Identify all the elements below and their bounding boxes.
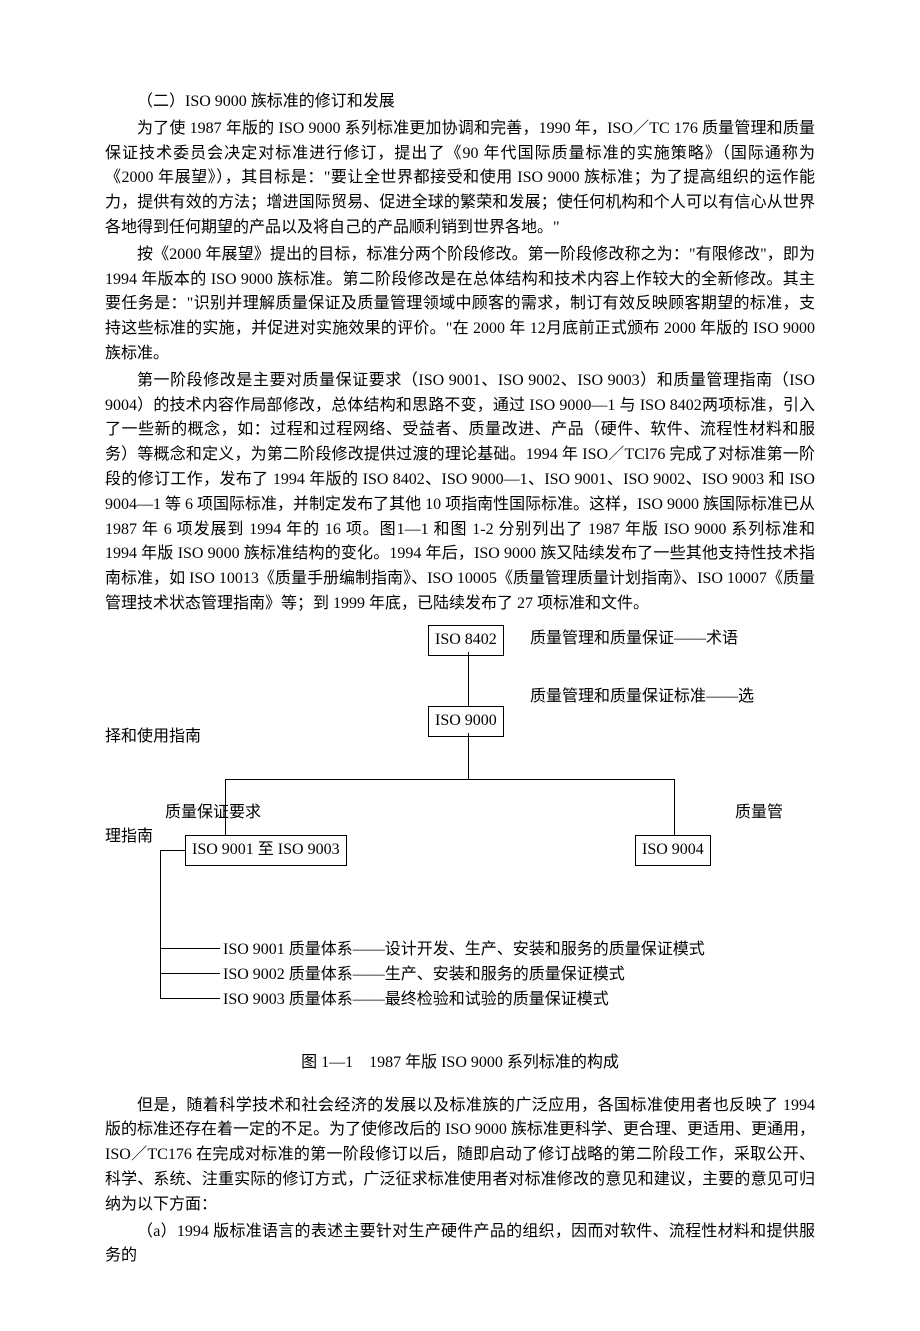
node-iso9000: ISO 9000 <box>428 706 504 737</box>
paragraph-4: 但是，随着科学技术和社会经济的发展以及标准族的广泛应用，各国标准使用者也反映了 … <box>105 1094 815 1218</box>
edge-bracket-3 <box>160 998 220 999</box>
edge-8402-9000 <box>468 652 469 706</box>
edge-bracket-v <box>160 850 161 998</box>
node-iso9004: ISO 9004 <box>635 835 711 866</box>
node-iso8402: ISO 8402 <box>428 625 504 656</box>
label-iso8402-desc: 质量管理和质量保证——术语 <box>530 627 738 652</box>
paragraph-3: 第一阶段修改是主要对质量保证要求（ISO 9001、ISO 9002、ISO 9… <box>105 369 815 617</box>
paragraph-5: （a）1994 版标准语言的表述主要针对生产硬件产品的组织，因而对软件、流程性材… <box>105 1220 815 1270</box>
paragraph-2: 按《2000 年展望》提出的目标，标准分两个阶段修改。第一阶段修改称之为："有限… <box>105 243 815 367</box>
label-qa-requirement: 质量保证要求 <box>165 801 261 826</box>
label-iso9000-desc2: 择和使用指南 <box>105 725 201 750</box>
label-iso9000-desc: 质量管理和质量保证标准——选 <box>530 685 754 710</box>
figure-caption: 图 1—1 1987 年版 ISO 9000 系列标准的构成 <box>105 1051 815 1076</box>
leaf-9003: ISO 9003 质量体系——最终检验和试验的质量保证模式 <box>223 988 609 1013</box>
edge-branch-h <box>225 779 675 780</box>
edge-branch-right <box>674 779 675 835</box>
label-qa-guide2: 理指南 <box>105 825 153 850</box>
paragraph-1: 为了使 1987 年版的 ISO 9000 系列标准更加协调和完善，1990 年… <box>105 117 815 241</box>
diagram-1-1: ISO 8402 质量管理和质量保证——术语 ISO 9000 质量管理和质量保… <box>105 625 815 1045</box>
section-heading: （二）ISO 9000 族标准的修订和发展 <box>105 90 815 115</box>
label-qa-guide: 质量管 <box>735 801 783 826</box>
leaf-9001: ISO 9001 质量体系——设计开发、生产、安装和服务的质量保证模式 <box>223 938 705 963</box>
edge-bracket-2 <box>160 973 220 974</box>
edge-9000-branch <box>468 733 469 779</box>
edge-bracket-1 <box>160 948 220 949</box>
edge-bracket-top <box>160 850 185 851</box>
node-iso9001-9003: ISO 9001 至 ISO 9003 <box>185 835 347 866</box>
leaf-9002: ISO 9002 质量体系——生产、安装和服务的质量保证模式 <box>223 963 625 988</box>
